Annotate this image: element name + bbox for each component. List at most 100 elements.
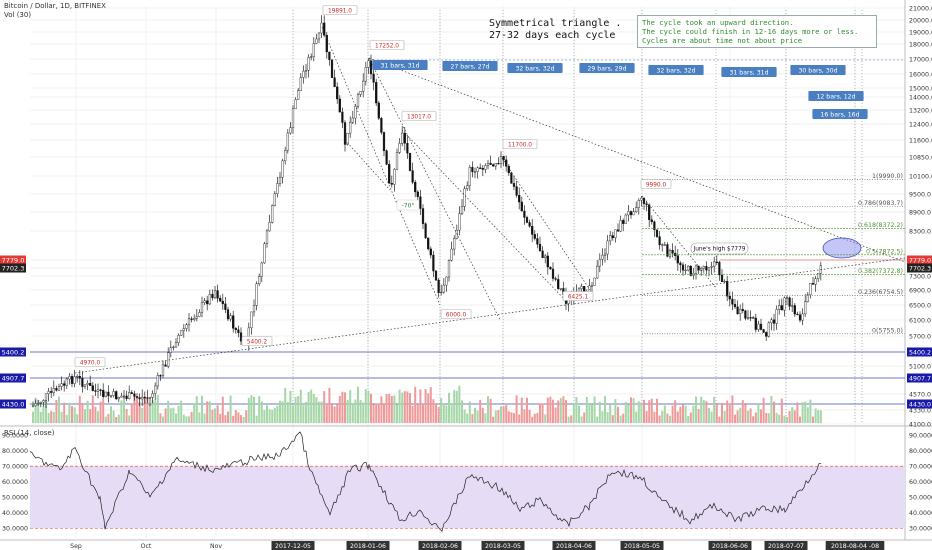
candle-body	[76, 376, 79, 378]
candle-body	[791, 305, 794, 307]
candle-body	[603, 253, 607, 256]
angle-label: -70°	[402, 203, 415, 210]
volume-bar	[796, 402, 799, 423]
candle-body	[817, 273, 820, 279]
volume-bar	[175, 413, 177, 423]
time-tick: 2017-12-05	[275, 543, 311, 550]
price-tag-red: 7779.0	[909, 257, 931, 264]
time-tick: 2018-03-05	[485, 543, 521, 550]
candle-body	[229, 315, 232, 320]
volume-bar	[133, 397, 136, 423]
candle-body	[538, 243, 542, 252]
fib-label: 0.382(7372.8)	[858, 268, 903, 275]
volume-bar	[435, 403, 437, 423]
volume-bar	[206, 401, 209, 423]
candle-body	[78, 376, 81, 379]
volume-bar	[515, 395, 518, 423]
volume-bar	[89, 409, 92, 423]
volume-bar	[806, 407, 809, 423]
volume-bar	[286, 402, 289, 423]
pivot-label: 17252.0	[375, 43, 399, 49]
volume-bar	[585, 397, 588, 423]
time-tick-box	[708, 541, 752, 550]
candle-body	[37, 403, 40, 405]
volume-bar	[154, 401, 157, 423]
volume-bar	[723, 411, 726, 423]
volume-bar	[744, 404, 747, 423]
time-tick-box	[620, 541, 664, 550]
volume-bar	[388, 393, 391, 423]
candle-body	[164, 364, 167, 367]
volume-bar	[414, 386, 417, 423]
volume-bar	[143, 396, 146, 423]
candle-body	[159, 375, 162, 377]
price-tick: 21000.0	[909, 5, 932, 12]
volume-bar	[224, 415, 227, 423]
note-line-2: The cycle could finish in 12-16 days mor…	[642, 27, 859, 36]
volume-bar	[739, 407, 742, 423]
volume-bar	[611, 415, 614, 423]
volume-bar	[622, 413, 625, 423]
candle-body	[198, 312, 201, 317]
candle-body	[323, 22, 326, 36]
cycle-label-box	[648, 65, 704, 75]
candle-body	[187, 318, 191, 325]
candle-body	[403, 132, 406, 144]
candle-body	[172, 346, 175, 349]
candle-body	[169, 347, 172, 353]
volume-bar	[271, 409, 274, 423]
rsi-pane: 90.0000 90.0000 80.0000 80.0000 70.0000 70.00…	[2, 431, 932, 533]
candle-body	[460, 206, 464, 214]
volume-bar	[689, 412, 692, 423]
candle-body	[39, 401, 42, 404]
volume-bar	[450, 402, 453, 423]
volume-bar	[494, 410, 497, 423]
volume-bar	[284, 387, 287, 423]
volume-bar	[45, 395, 47, 423]
candle-body	[707, 267, 711, 271]
price-tick: 8900.0	[909, 209, 931, 216]
candle-body	[614, 229, 617, 239]
volume-bar	[624, 402, 627, 423]
volume-bar	[604, 395, 606, 423]
volume-bar	[627, 404, 630, 423]
volume-bar	[669, 415, 671, 423]
cycle-note-box: The cycle took an upward direction. The …	[637, 15, 877, 48]
volume-bar	[370, 393, 372, 423]
pivot-label-box	[369, 40, 405, 50]
pivot-label: 19891.0	[328, 8, 352, 14]
volume-bar	[448, 392, 450, 423]
volume-bar	[539, 403, 541, 423]
volume-bar	[99, 401, 102, 423]
candle-body	[81, 377, 84, 387]
candle-body	[484, 165, 487, 170]
support-tag-left-text: 4430.0	[2, 401, 25, 409]
fib-label: 0.236(6754.5)	[858, 289, 903, 296]
price-tick: 10100.0	[909, 173, 932, 180]
triangle-title-line1: Symmetrical triangle .	[489, 18, 622, 29]
volume-bar	[533, 413, 536, 423]
volume-bar	[546, 397, 549, 423]
price-tick: 9500.0	[909, 191, 931, 198]
candle-body	[486, 162, 490, 166]
price-tick: 14000.0	[909, 94, 932, 101]
candle-body	[596, 265, 599, 279]
fib-label: 0.786(9083.7)	[858, 200, 903, 207]
volume-bar	[684, 405, 687, 423]
candle-body	[263, 243, 266, 264]
volume-bar	[162, 416, 164, 423]
volume-bar	[237, 412, 240, 423]
volume-bar	[198, 412, 201, 423]
candle-body	[388, 164, 391, 184]
volume-bar	[172, 407, 175, 423]
volume-bar	[591, 404, 593, 423]
price-tick: 7300.0	[909, 273, 931, 280]
candle-body	[354, 106, 357, 119]
volume-bar	[767, 413, 770, 423]
volume-bar	[331, 402, 333, 423]
volume-bar	[570, 415, 573, 423]
volume-bar	[554, 407, 557, 423]
candle-body	[211, 294, 214, 299]
candle-body	[622, 220, 625, 224]
candle-body	[336, 86, 339, 100]
